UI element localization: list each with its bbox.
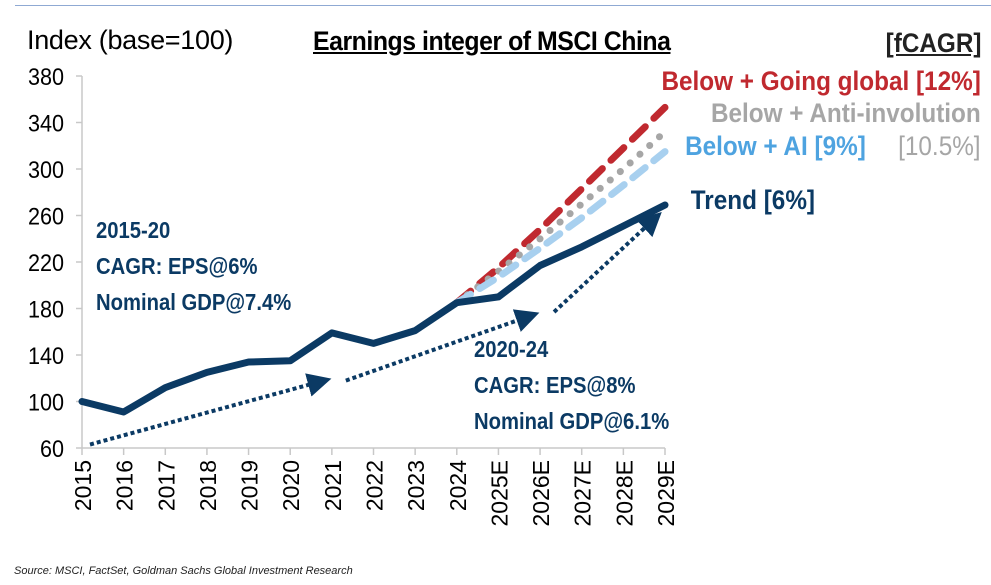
chart-title: Earnings integer of MSCI China (313, 26, 671, 56)
annotation-2015-20-eps: CAGR: EPS@6% (96, 253, 258, 279)
annotation-2015-20-gdp: Nominal GDP@7.4% (96, 289, 292, 315)
annotation-2020-24-gdp: Nominal GDP@6.1% (474, 408, 670, 434)
annotation-2015-20: 2015-20 CAGR: EPS@6% Nominal GDP@7.4% (96, 212, 291, 320)
x-tick-label: 2021 (320, 460, 346, 511)
y-tick-label: 140 (28, 342, 64, 369)
legend-header: [fCAGR] (885, 28, 981, 58)
x-tick-label: 2024 (445, 460, 471, 511)
legend-trend: Trend [6%] (690, 185, 815, 215)
y-axis-title: Index (base=100) (27, 25, 234, 55)
x-tick-label: 2016 (112, 460, 138, 511)
x-tick-label: 2015 (70, 460, 96, 511)
series-trend-6 (78, 201, 669, 416)
legend-ai: Below + AI [9%] (685, 131, 866, 161)
trend-arrow (552, 211, 662, 314)
y-tick-label: 60 (40, 435, 64, 462)
x-tick-label: 2019 (237, 460, 263, 511)
x-tick-label: 2029E (653, 460, 679, 527)
legend-anti-involution-rate: [10.5%] (898, 131, 981, 161)
y-tick-label: 380 (28, 63, 64, 90)
y-tick-label: 180 (28, 295, 64, 322)
series-below-going-global-12 (453, 103, 669, 307)
annotation-2015-20-period: 2015-20 (96, 217, 171, 243)
y-tick-label: 300 (28, 156, 64, 183)
trend-arrow (89, 373, 332, 447)
x-tick-label: 2022 (362, 460, 388, 511)
top-rule (15, 5, 991, 6)
x-tick-label: 2018 (195, 460, 221, 511)
y-tick-label: 100 (28, 388, 64, 415)
legend-going-global: Below + Going global [12%] (661, 66, 981, 96)
x-tick-label: 2026E (528, 460, 554, 527)
source-note: Source: MSCI, FactSet, Goldman Sachs Glo… (14, 565, 353, 577)
y-tick-label: 260 (28, 202, 64, 229)
y-tick-label: 220 (28, 249, 64, 276)
x-tick-label: 2025E (486, 460, 512, 527)
y-tick-label: 340 (28, 109, 64, 136)
x-tick-label: 2017 (153, 460, 179, 511)
legend-anti-involution: Below + Anti-involution (711, 98, 981, 128)
x-tick-label: 2020 (278, 460, 304, 511)
x-tick-label: 2028E (611, 460, 637, 527)
trend-arrow (345, 309, 540, 383)
x-tick-label: 2027E (570, 460, 596, 527)
annotation-2020-24-period: 2020-24 (474, 336, 549, 362)
series-below-anti-involution-10-5 (453, 128, 669, 307)
x-tick-label: 2023 (403, 460, 429, 511)
annotation-2020-24: 2020-24 CAGR: EPS@8% Nominal GDP@6.1% (474, 331, 669, 439)
series-below-ai-9 (453, 148, 669, 307)
annotation-2020-24-eps: CAGR: EPS@8% (474, 372, 636, 398)
